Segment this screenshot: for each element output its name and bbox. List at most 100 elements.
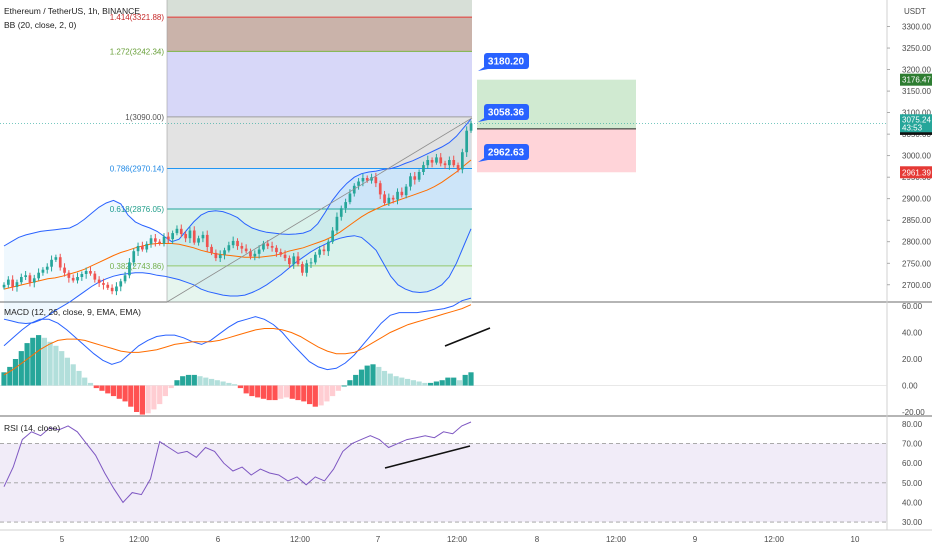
candle-body: [119, 281, 123, 287]
price-tick-label: 3000.00: [902, 152, 931, 161]
symbol-title: Ethereum / TetherUS, 1h, BINANCE: [4, 6, 140, 16]
time-tick-label: 12:00: [447, 535, 468, 544]
rsi-tick-label: 70.00: [902, 440, 923, 449]
candle-body: [288, 258, 291, 265]
macd-histogram-bar: [209, 378, 215, 386]
time-tick-label: 9: [693, 535, 698, 544]
macd-histogram-bar: [324, 385, 330, 402]
candle-body: [97, 279, 101, 283]
macd-signal-line: [3, 304, 472, 376]
candle-body: [279, 252, 283, 255]
macd-histogram-bar: [433, 381, 439, 386]
macd-histogram-bar: [116, 385, 122, 399]
time-tick-label: 5: [60, 535, 65, 544]
price-tick-label: 2800.00: [902, 238, 931, 247]
candle-body: [465, 130, 468, 153]
candle-body: [106, 284, 110, 288]
macd-histogram-bar: [105, 385, 111, 394]
candle-body: [301, 264, 304, 273]
macd-histogram-bar: [220, 381, 226, 386]
candle-body: [378, 183, 382, 195]
price-tick-label: 3250.00: [902, 44, 931, 53]
macd-histogram-bar: [151, 385, 157, 410]
candle-body: [322, 249, 326, 252]
price-callout-box: [484, 53, 529, 69]
macd-histogram-bar: [439, 380, 445, 386]
fib-level-label: 1.272(3242.34): [110, 47, 165, 56]
candle-body: [41, 269, 45, 273]
candle-body: [2, 284, 6, 288]
macd-histogram-bar: [295, 385, 301, 401]
fib-zone: [167, 168, 472, 210]
candle-body: [58, 257, 62, 268]
price-axis-tag: [900, 166, 932, 179]
candle-body: [24, 275, 27, 277]
macd-histogram-bar: [428, 382, 434, 386]
macd-histogram-bar: [128, 385, 134, 407]
last-price-tag: [900, 114, 932, 133]
macd-histogram-bar: [139, 385, 145, 415]
price-tick-label: 3200.00: [902, 66, 931, 75]
macd-histogram-bar: [82, 377, 88, 386]
macd-histogram-bar: [272, 385, 278, 401]
candle-body: [270, 246, 274, 248]
candle-body: [63, 267, 66, 273]
macd-histogram-bar: [232, 384, 238, 386]
time-tick-label: 12:00: [290, 535, 311, 544]
candle-body: [426, 160, 430, 166]
macd-histogram-bar: [214, 380, 220, 386]
candle-body: [188, 230, 192, 239]
candle-body: [461, 152, 464, 170]
rsi-tick-label: 80.00: [902, 420, 923, 429]
candle-body: [227, 245, 231, 251]
rsi-tick-label: 40.00: [902, 498, 923, 507]
candle-body: [218, 254, 222, 259]
candle-body: [387, 197, 391, 203]
macd-histogram-bar: [370, 364, 376, 386]
candle-body: [192, 230, 196, 243]
rsi-tick-label: 60.00: [902, 459, 923, 468]
candle-body: [452, 160, 456, 166]
candle-body: [210, 246, 213, 253]
fib-zone-top: [167, 0, 472, 18]
candle-body: [45, 266, 49, 270]
candle-body: [409, 176, 412, 187]
bb-lower-line: [3, 228, 472, 325]
macd-tick-label: 40.00: [902, 329, 923, 338]
candle-body: [145, 243, 149, 250]
macd-histogram-bar: [318, 385, 324, 406]
macd-histogram-bar: [410, 380, 416, 386]
candle-body: [417, 172, 421, 180]
macd-histogram-bar: [197, 376, 203, 386]
candle-body: [240, 246, 244, 249]
macd-histogram-bar: [278, 385, 284, 399]
candle-body: [179, 228, 183, 234]
candle-body: [335, 216, 339, 231]
time-tick-label: 10: [851, 535, 860, 544]
trend-line-main: [166, 117, 473, 303]
candle-body: [318, 249, 321, 255]
candle-body: [115, 286, 118, 292]
macd-histogram-bar: [134, 385, 140, 412]
macd-indicator-label: MACD (12, 26, close, 9, EMA, EMA): [4, 307, 141, 317]
candle-body: [20, 277, 23, 283]
fib-zone: [167, 17, 472, 52]
candle-body: [374, 177, 378, 184]
candle-body: [231, 240, 235, 246]
rsi-divergence-line: [384, 445, 471, 469]
candle-body: [339, 208, 343, 217]
last-price-label: 3075.24: [902, 115, 931, 124]
macd-histogram-bar: [249, 385, 255, 397]
candle-body: [110, 287, 114, 292]
bb-band-fill: [4, 119, 471, 324]
candle-body: [357, 181, 360, 186]
price-tick-label: 2700.00: [902, 281, 931, 290]
macd-histogram-bar: [1, 372, 7, 386]
candle-body: [305, 263, 308, 273]
macd-histogram-bar: [307, 385, 313, 405]
candle-body: [443, 163, 447, 166]
candle-body: [223, 250, 226, 255]
time-tick-label: 12:00: [764, 535, 785, 544]
